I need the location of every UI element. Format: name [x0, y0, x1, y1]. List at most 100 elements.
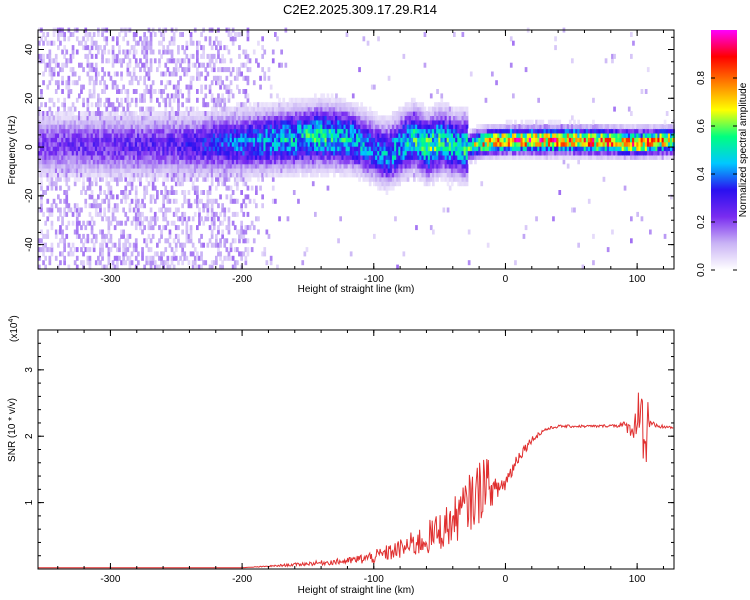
- heatmap-cell: [92, 32, 96, 37]
- heatmap-cell: [354, 137, 357, 143]
- heatmap-cell: [248, 128, 252, 134]
- heatmap-cell: [111, 172, 115, 178]
- heatmap-cell: [236, 106, 239, 112]
- heatmap-cell: [204, 137, 208, 143]
- heatmap-cell: [126, 159, 130, 165]
- heatmap-cell: [94, 132, 98, 138]
- heatmap-cell: [314, 102, 317, 108]
- heatmap-cell: [122, 111, 125, 116]
- heatmap-cell: [90, 168, 94, 173]
- heatmap-cell: [434, 146, 437, 152]
- heatmap-cell: [284, 150, 288, 156]
- heatmap-cell: [172, 176, 176, 182]
- heatmap-cell: [75, 233, 79, 239]
- heatmap-cell: [261, 159, 264, 165]
- heatmap-cell: [345, 150, 349, 156]
- heatmap-cell: [92, 172, 96, 178]
- heatmap-cell: [248, 159, 252, 165]
- heatmap-cell: [215, 260, 218, 266]
- heatmap-cell: [389, 181, 393, 187]
- heatmap-cell: [147, 150, 151, 156]
- heatmap-cell: [267, 146, 271, 152]
- heatmap-cell: [221, 220, 224, 226]
- heatmap-cell: [147, 146, 151, 152]
- heatmap-cell: [215, 80, 218, 86]
- heatmap-cell: [221, 159, 224, 165]
- heatmap-cell: [440, 176, 444, 182]
- heatmap-cell: [75, 172, 79, 178]
- heatmap-cell: [78, 115, 81, 121]
- heatmap-cell: [73, 163, 77, 169]
- heatmap-cell: [179, 172, 182, 178]
- heatmap-cell: [210, 163, 214, 169]
- heatmap-cell: [391, 146, 395, 152]
- heatmap-cell: [217, 176, 220, 182]
- heatmap-cell: [99, 211, 102, 217]
- heatmap-cell: [120, 132, 123, 138]
- heatmap-cell: [415, 132, 418, 138]
- heatmap-cell: [318, 124, 321, 130]
- heatmap-cell: [356, 111, 359, 116]
- heatmap-cell: [145, 111, 149, 116]
- heatmap-cell: [295, 132, 298, 138]
- heatmap-cell: [69, 89, 73, 94]
- heatmap-cell: [61, 163, 64, 169]
- heatmap-cell: [375, 146, 378, 152]
- heatmap-cell: [417, 137, 420, 143]
- heatmap-cell: [351, 93, 355, 99]
- heatmap-cell: [347, 115, 351, 121]
- heatmap-cell: [282, 97, 286, 103]
- heatmap-cell: [99, 190, 102, 195]
- heatmap-cell: [126, 255, 130, 261]
- heatmap-cell: [75, 146, 79, 152]
- heatmap-cell: [54, 53, 58, 59]
- heatmap-cell: [417, 168, 420, 173]
- heatmap-cell: [147, 247, 151, 253]
- heatmap-cell: [274, 32, 277, 37]
- heatmap-cell: [396, 111, 399, 116]
- heatmap-cell: [341, 141, 345, 147]
- heatmap-cell: [347, 172, 351, 178]
- heatmap-cell: [215, 137, 218, 143]
- heatmap-cell: [177, 128, 180, 134]
- heatmap-cell: [398, 181, 401, 187]
- heatmap-cell: [362, 106, 366, 112]
- heatmap-cell: [179, 115, 182, 121]
- heatmap-cell: [196, 255, 199, 261]
- heatmap-cell: [404, 102, 408, 108]
- heatmap-cell: [120, 168, 123, 173]
- heatmap-cell: [252, 154, 256, 160]
- heatmap-cell: [92, 40, 96, 46]
- heatmap-cell: [301, 154, 305, 160]
- heatmap-cell: [111, 115, 115, 121]
- heatmap-cell: [324, 172, 328, 178]
- heatmap-cell: [343, 102, 347, 108]
- heatmap-cell: [168, 111, 172, 116]
- heatmap-cell: [212, 75, 216, 81]
- heatmap-cell: [134, 190, 138, 195]
- heatmap-cell: [40, 111, 43, 116]
- heatmap-cell: [221, 264, 224, 270]
- heatmap-cell: [265, 163, 269, 169]
- heatmap-cell: [57, 132, 60, 138]
- heatmap-cell: [50, 176, 54, 182]
- heatmap-cell: [311, 124, 315, 130]
- heatmap-cell: [463, 168, 467, 173]
- heatmap-cell: [286, 111, 290, 116]
- heatmap-cell: [168, 229, 172, 235]
- heatmap-cell: [200, 62, 203, 68]
- heatmap-cell: [50, 163, 54, 169]
- heatmap-cell: [274, 163, 277, 169]
- heatmap-cell: [257, 176, 260, 182]
- heatmap-cell: [122, 168, 125, 173]
- heatmap-cell: [162, 71, 165, 77]
- heatmap-cell: [124, 198, 128, 204]
- heatmap-cell: [229, 163, 233, 169]
- heatmap-cell: [130, 111, 134, 116]
- heatmap-cell: [421, 137, 425, 143]
- heatmap-cell: [202, 128, 205, 134]
- heatmap-cell: [316, 102, 319, 108]
- heatmap-cell: [124, 146, 128, 152]
- heatmap-cell: [406, 176, 410, 182]
- heatmap-cell: [118, 141, 121, 147]
